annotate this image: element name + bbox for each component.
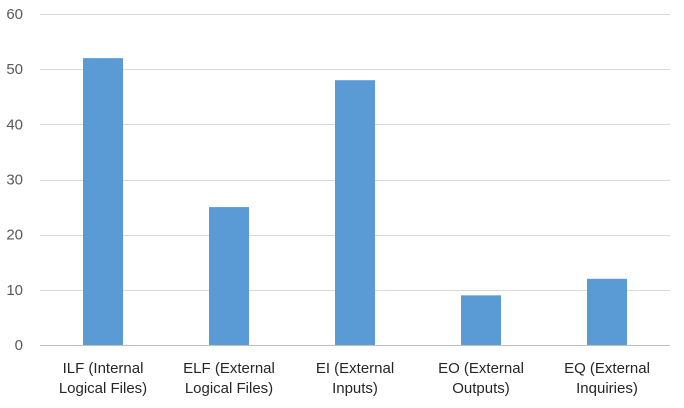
bar xyxy=(335,80,375,345)
x-axis-category-labels: ILF (Internal Logical Files)ELF (External… xyxy=(59,360,650,397)
x-category-label-line: EO (External xyxy=(438,360,524,377)
bar xyxy=(461,295,501,345)
y-tick-label: 0 xyxy=(15,337,23,354)
x-category-label-line: Inputs) xyxy=(332,380,378,397)
x-category-label-line: ILF (Internal xyxy=(63,360,144,377)
x-category-label-line: EI (External xyxy=(316,360,394,377)
x-category-label-line: Logical Files) xyxy=(185,380,273,397)
bar xyxy=(83,58,123,346)
y-tick-label: 40 xyxy=(6,116,23,133)
x-category-label-line: Inquiries) xyxy=(576,380,638,397)
x-category-label-line: EQ (External xyxy=(564,360,650,377)
y-tick-label: 60 xyxy=(6,6,23,23)
bar xyxy=(209,207,249,345)
x-category-label: EO (External Outputs) xyxy=(438,360,524,397)
bar xyxy=(587,278,627,345)
y-tick-label: 50 xyxy=(6,61,23,78)
y-tick-label: 10 xyxy=(6,282,23,299)
y-tick-label: 30 xyxy=(6,172,23,189)
x-category-label: EQ (External Inquiries) xyxy=(564,360,650,397)
y-tick-label: 20 xyxy=(6,227,23,244)
bars xyxy=(83,58,627,346)
x-category-label-line: ELF (External xyxy=(183,360,275,377)
x-category-label-line: Logical Files) xyxy=(59,380,147,397)
x-category-label: ELF (External Logical Files) xyxy=(183,360,275,397)
x-category-label-line: Outputs) xyxy=(452,380,510,397)
y-axis-tick-labels: 0 10 20 30 40 50 60 xyxy=(6,6,23,354)
x-category-label: ILF (Internal Logical Files) xyxy=(59,360,147,397)
x-category-label: EI (External Inputs) xyxy=(316,360,394,397)
